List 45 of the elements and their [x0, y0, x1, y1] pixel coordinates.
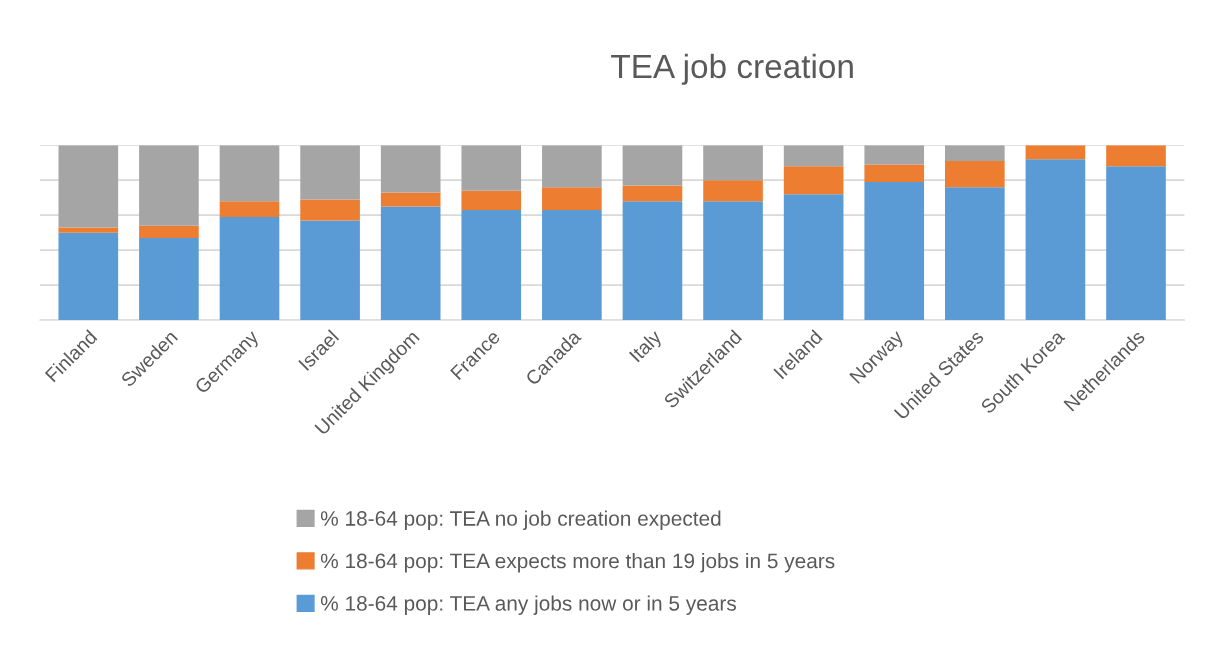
bar: [783, 194, 844, 321]
bar: [945, 160, 1005, 188]
x-tick-label: Italy: [628, 328, 666, 366]
bar: [703, 145, 763, 181]
bar: [945, 145, 1005, 161]
bar: [58, 227, 119, 233]
bar: [783, 145, 844, 167]
bar: [622, 185, 683, 202]
legend-label: % 18-64 pop: TEA no job creation expected: [320, 510, 721, 530]
bar: [864, 145, 925, 165]
bar: [139, 225, 199, 238]
bar: [300, 220, 360, 321]
bar: [945, 187, 1005, 321]
bar: [1106, 145, 1166, 167]
legend-label: % 18-64 pop: TEA expects more than 19 jobs in 5 years: [320, 553, 835, 573]
bar: [1025, 145, 1086, 160]
bar: [542, 187, 602, 210]
bar: [461, 145, 522, 191]
bar: [380, 192, 441, 207]
bar: [139, 145, 199, 226]
chart-title: TEA job creation: [611, 53, 853, 85]
bar: [542, 209, 602, 321]
bar: [380, 145, 441, 193]
bar: [139, 237, 199, 321]
bar: [864, 181, 925, 321]
bar: [783, 166, 844, 195]
bar: [864, 164, 925, 182]
bar: [1106, 166, 1166, 321]
bar: [622, 201, 683, 321]
bar: [1025, 159, 1086, 321]
bar: [219, 216, 280, 321]
bar: [380, 206, 441, 321]
bar: [58, 145, 119, 228]
bar: [542, 145, 602, 188]
bar: [622, 145, 683, 186]
bar: [58, 232, 119, 321]
bar: [219, 201, 280, 217]
bar: [461, 209, 522, 321]
bar: [703, 180, 763, 202]
bar: [219, 145, 280, 202]
bar: [300, 199, 360, 221]
bar: [461, 190, 522, 210]
bar: [703, 201, 763, 321]
bar: [300, 145, 360, 200]
legend-label: % 18-64 pop: TEA any jobs now or in 5 years: [320, 595, 736, 615]
